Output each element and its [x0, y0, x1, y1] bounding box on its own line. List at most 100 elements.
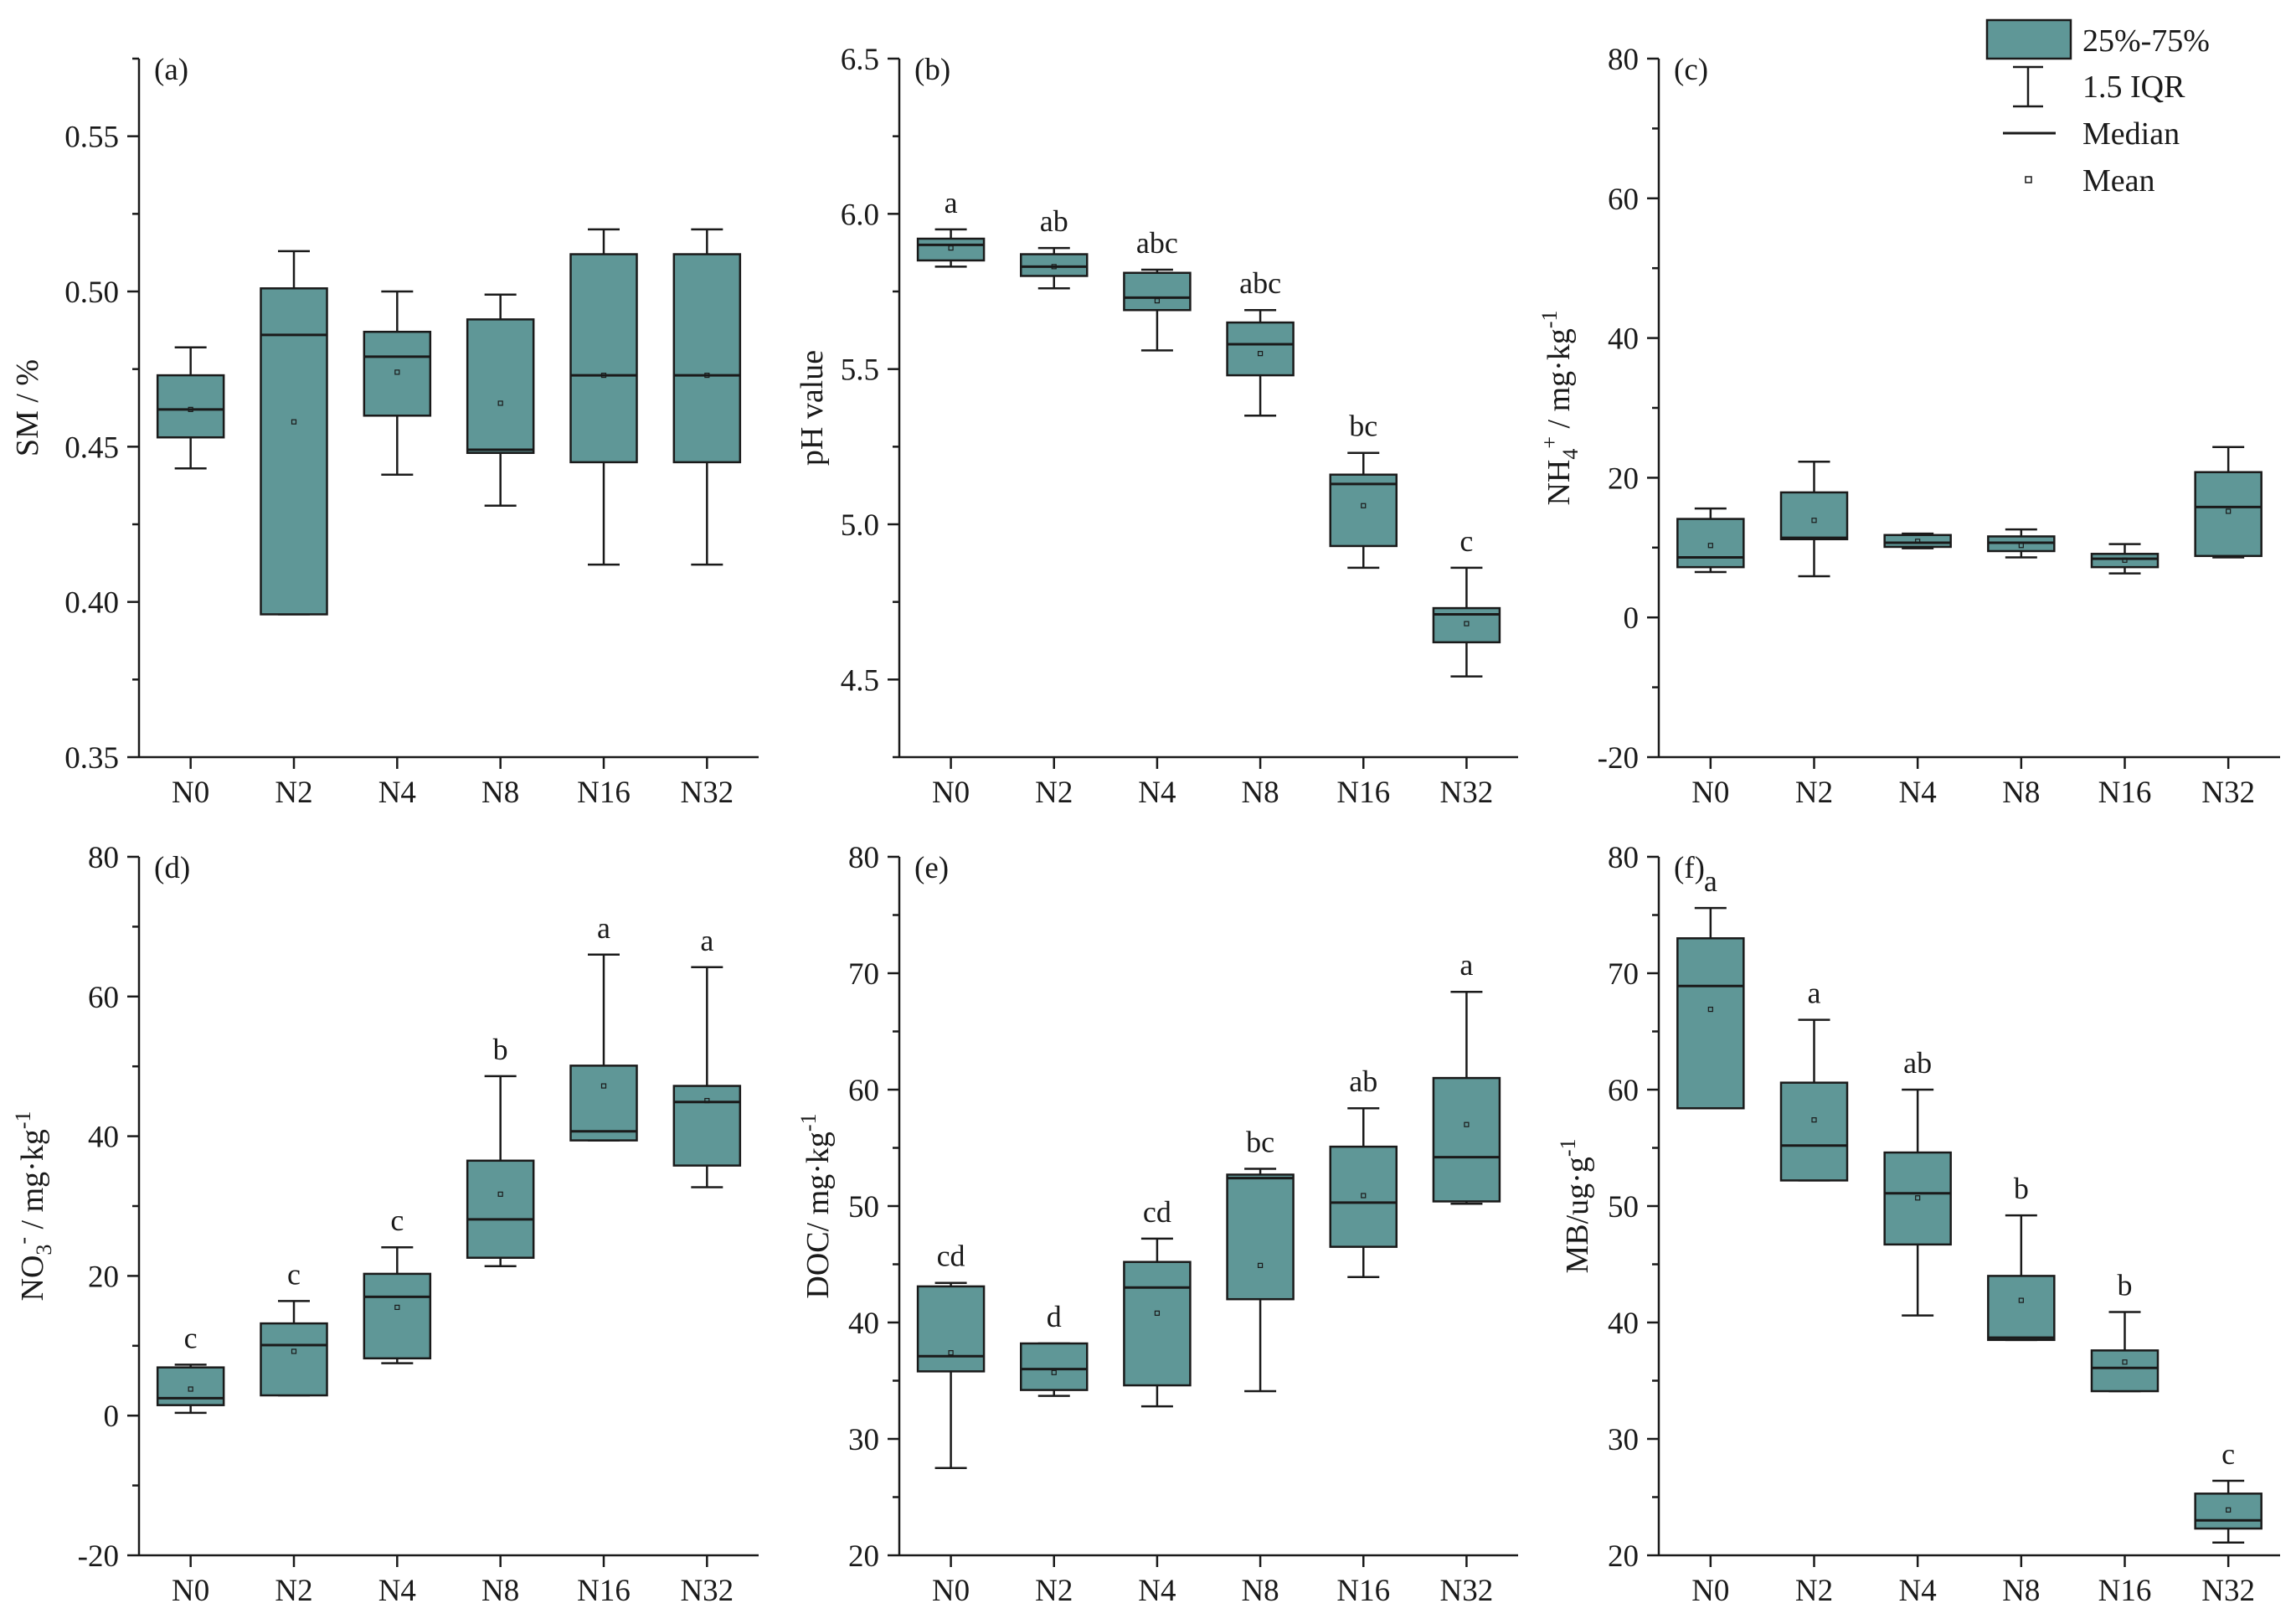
x-tick-label: N2 — [1795, 776, 1833, 810]
significance-letter: b — [493, 1033, 508, 1066]
iqr-box — [1123, 271, 1192, 312]
mean-marker — [394, 369, 400, 375]
x-tick-label: N4 — [378, 1574, 416, 1608]
mean-marker — [704, 1097, 710, 1104]
x-tick-label: N0 — [1691, 776, 1729, 810]
significance-letter: abc — [1239, 266, 1281, 300]
x-tick-label: N8 — [1241, 1574, 1279, 1608]
box-N8: abc — [1226, 266, 1295, 417]
iqr-box — [1329, 1145, 1398, 1248]
iqr-box — [2194, 1493, 2263, 1530]
mean-marker — [2226, 508, 2232, 514]
y-axis-label-part: NH — [1542, 460, 1577, 506]
significance-letter: cd — [1143, 1195, 1171, 1229]
y-tick-label: 30 — [1608, 1423, 1639, 1457]
significance-letter: c — [2221, 1437, 2235, 1471]
box-N4: cd — [1123, 1195, 1192, 1408]
iqr-box — [916, 237, 986, 262]
x-tick-label: N32 — [680, 1574, 734, 1608]
box-N2: a — [1779, 977, 1849, 1182]
iqr-box — [363, 330, 432, 417]
mean-marker — [1707, 1006, 1713, 1013]
iqr-box — [1329, 473, 1398, 548]
x-tick-label: N16 — [2098, 1574, 2152, 1608]
mean-marker — [1811, 518, 1817, 523]
iqr-box — [1432, 1076, 1501, 1203]
mean-marker — [2226, 1507, 2232, 1513]
box-N0: a — [1676, 864, 1745, 1110]
significance-letter: d — [1047, 1300, 1062, 1333]
significance-letter: bc — [1246, 1126, 1274, 1159]
mean-marker — [1361, 1193, 1367, 1199]
iqr-box — [156, 374, 225, 439]
y-tick-label: 70 — [1608, 957, 1639, 992]
iqr-box — [1226, 1173, 1295, 1301]
panel-label: (d) — [154, 851, 190, 885]
y-tick-label: 20 — [1608, 461, 1639, 496]
iqr-box — [916, 1285, 986, 1373]
x-tick-label: N32 — [1440, 1574, 1494, 1608]
y-axis-label-part: NO — [15, 1255, 50, 1302]
y-tick-label: -20 — [1598, 741, 1639, 776]
box-N32 — [2194, 446, 2263, 559]
y-axis-label-part: DOC/ mg·kg — [801, 1132, 836, 1299]
x-tick-label: N32 — [2201, 776, 2255, 810]
x-tick-label: N4 — [1899, 776, 1937, 810]
y-axis-label: MB/ug·g-1 — [1556, 1138, 1595, 1273]
iqr-box — [1020, 1342, 1089, 1391]
box-N16: ab — [1329, 1065, 1398, 1279]
y-axis-label-part: -1 — [796, 1113, 821, 1132]
y-tick-label: 40 — [88, 1121, 119, 1155]
legend-median-label: Median — [2082, 116, 2180, 152]
x-tick-label: N4 — [1138, 1574, 1176, 1608]
significance-letter: cd — [937, 1240, 965, 1273]
box-N16: b — [2090, 1268, 2160, 1393]
mean-marker — [1361, 503, 1367, 508]
x-tick-label: N16 — [1336, 776, 1390, 810]
significance-letter: b — [2014, 1172, 2029, 1205]
iqr-box — [466, 318, 535, 454]
panel-e: 20 30 40 50 60 70 80 N0 N2 N4 N8 N16 N32 DOC/ mg·kg-1… — [796, 841, 1518, 1608]
iqr-box — [260, 287, 328, 616]
mean-marker — [600, 1083, 607, 1089]
mean-marker — [394, 1304, 400, 1311]
iqr-box — [1020, 253, 1089, 277]
panel-label: (f) — [1674, 851, 1705, 885]
box-N2: c — [260, 1257, 328, 1397]
iqr-box — [1779, 1081, 1849, 1182]
y-axis-label: pH value — [795, 350, 830, 466]
box-N8: b — [1987, 1172, 2056, 1342]
iqr-box — [1883, 1151, 1952, 1246]
y-axis-label-part: -1 — [1556, 1138, 1580, 1157]
legend-whisker-label: 1.5 IQR — [2082, 70, 2185, 105]
x-tick-label: N2 — [1035, 776, 1073, 810]
significance-letter: c — [390, 1204, 404, 1237]
legend-mean-marker — [2025, 176, 2032, 183]
x-tick-label: N2 — [275, 1574, 312, 1608]
panel-label: (c) — [1674, 53, 1708, 87]
x-tick-label: N16 — [577, 1574, 631, 1608]
legend-box-label: 25%-75% — [2082, 23, 2210, 59]
x-tick-label: N16 — [1336, 1574, 1390, 1608]
box-N2: d — [1020, 1300, 1089, 1397]
significance-letter: abc — [1136, 226, 1178, 260]
y-tick-label: 0 — [104, 1400, 120, 1434]
box-N0: c — [156, 1321, 225, 1415]
mean-marker — [291, 419, 297, 425]
box-N32: c — [2194, 1437, 2263, 1544]
x-tick-label: N0 — [1691, 1574, 1729, 1608]
y-axis-label: DOC/ mg·kg-1 — [796, 1113, 836, 1298]
significance-letter: ab — [1040, 204, 1068, 238]
significance-letter: bc — [1349, 410, 1377, 443]
y-tick-label: 70 — [848, 957, 879, 992]
iqr-box — [2194, 471, 2263, 558]
significance-letter: a — [1808, 977, 1821, 1010]
y-tick-label: 4.5 — [841, 663, 879, 698]
significance-letter: a — [1704, 864, 1717, 898]
iqr-box — [2090, 1349, 2160, 1393]
significance-letter: a — [597, 911, 610, 945]
box-N16 — [2090, 543, 2160, 575]
mean-marker — [1707, 543, 1713, 549]
y-axis-label-part: - — [11, 1237, 35, 1245]
box-N2 — [1779, 460, 1849, 578]
